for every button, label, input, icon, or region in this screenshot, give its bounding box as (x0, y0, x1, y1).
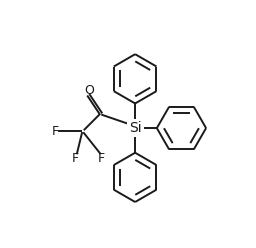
Text: Si: Si (129, 121, 142, 135)
Text: F: F (52, 124, 59, 138)
Text: F: F (71, 152, 79, 165)
Text: O: O (84, 84, 94, 96)
Text: F: F (98, 152, 105, 165)
